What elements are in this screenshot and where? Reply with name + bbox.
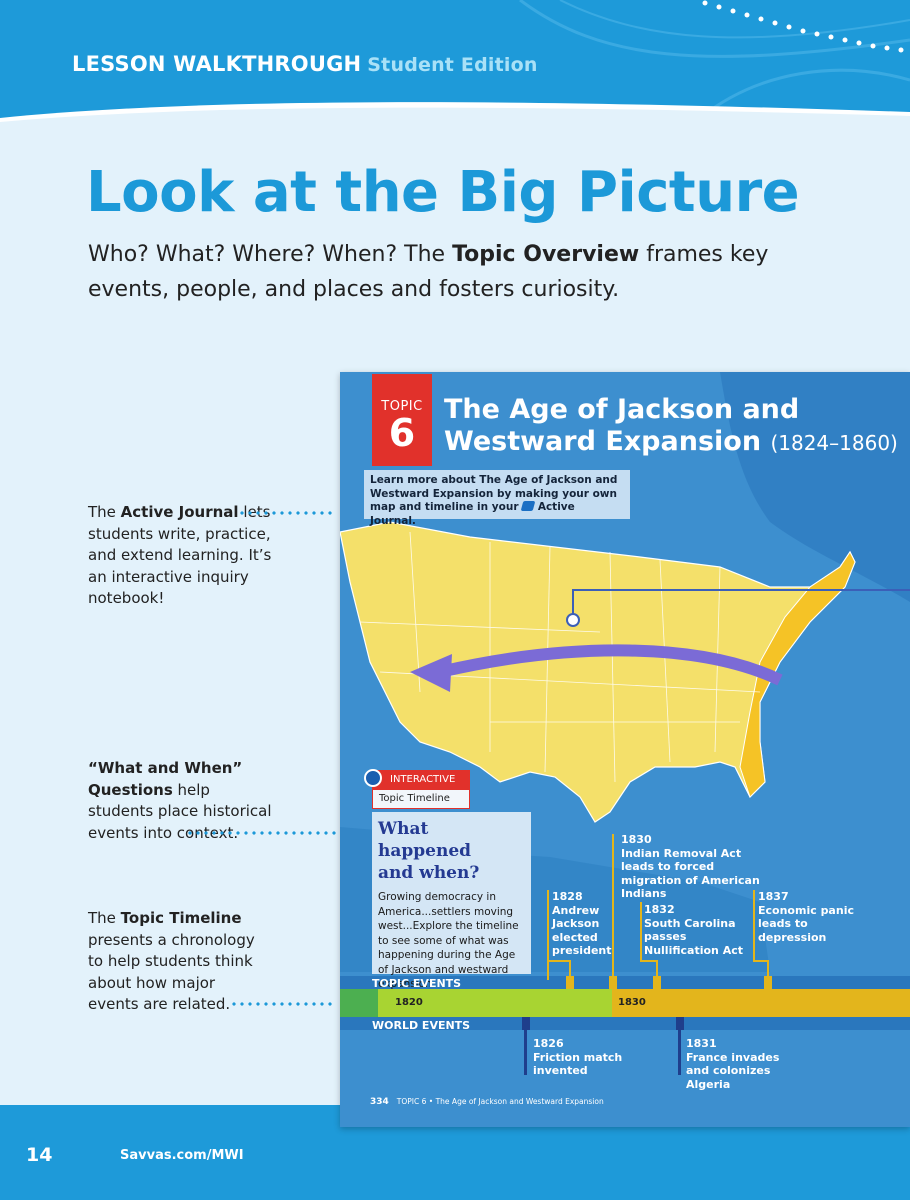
callout-text: presents a chronology to help students t… [88,930,255,1014]
world-events-label: WORLD EVENTS [372,1019,471,1032]
what-when-box: What happened and when? Growing democrac… [372,812,531,990]
year-label: 1830 [618,997,646,1008]
callout-topic-timeline: The Topic Timeline presents a chronology… [88,908,268,1016]
book-title-line1: The Age of Jackson and [444,394,800,425]
world-event: 1826 Friction match invented [533,1037,623,1078]
what-heading-line2: and when? [378,863,480,883]
textbook-footer-text: TOPIC 6 • The Age of Jackson and Westwar… [396,1097,604,1106]
header-band [0,0,910,118]
lesson-walkthrough-label: LESSON WALKTHROUGH [72,52,362,76]
what-when-heading: What happened and when? [378,818,525,884]
event-year: 1831 [686,1037,717,1050]
leader-dots [238,511,332,515]
event-year: 1832 [644,903,675,916]
topic-events-label: TOPIC EVENTS [372,977,462,990]
event-year: 1828 [552,890,583,903]
intro-text-end: frames key events, people, and places an… [88,242,769,302]
learn-more-text: Learn more about The Age of Jackson and … [370,474,618,513]
student-edition-label: Student Edition [367,54,538,76]
callout-bold: Active Journal [120,503,239,521]
event-text: Economic panic leads to depression [758,903,854,944]
site-link[interactable]: Savvas.com/MWI [120,1148,244,1163]
event-text: France invades and colonizes Algeria [686,1050,780,1091]
topic-number: 6 [388,411,416,455]
callout-bold: Topic Timeline [120,909,242,927]
interactive-tag[interactable]: INTERACTIVE [372,770,470,789]
page-title: Look at the Big Picture [86,160,800,225]
year-label: 1820 [395,997,423,1008]
callout-text: The [88,503,121,521]
learn-more-box: Learn more about The Age of Jackson and … [364,470,630,527]
book-title-dates: (1824–1860) [770,431,898,455]
leader-dots [230,1002,332,1006]
callout-active-journal: The Active Journal lets students write, … [88,502,288,610]
hand-pointer-icon [364,769,382,787]
topic-event: 1837 Economic panic leads to depression [758,890,854,944]
callout-text: help students place historical events in… [88,780,272,842]
world-event: 1831 France invades and colonizes Algeri… [686,1037,806,1091]
journal-icon [520,501,536,511]
leader-dots [186,831,372,835]
callout-text: The [88,909,121,927]
event-text: Indian Removal Act leads to forced migra… [621,846,760,901]
book-title: The Age of Jackson and Westward Expansio… [444,394,898,459]
topic-event: 1832 South Carolina passes Nullification… [644,903,754,957]
page-number: 14 [26,1144,53,1166]
section-label: LESSON WALKTHROUGH Student Edition [72,52,538,76]
textbook-page: TOPIC 6 The Age of Jackson and Westward … [340,372,910,1127]
topic-timeline-link[interactable]: Topic Timeline [372,789,470,809]
journal-name[interactable]: Active Journal. [370,501,575,527]
callout-what-when: “What and When” Questions help students … [88,758,278,844]
what-heading-line1: What happened [378,819,472,861]
intro-bold: Topic Overview [452,242,640,267]
topic-event: 1828 Andrew Jackson elected president [552,890,612,958]
what-when-body: Growing democracy in America...settlers … [378,891,519,990]
textbook-footer: 334 TOPIC 6 • The Age of Jackson and West… [370,1097,604,1107]
intro-text: Who? What? Where? When? The [88,242,453,267]
event-text: South Carolina passes Nullification Act [644,916,743,957]
intro-paragraph: Who? What? Where? When? The Topic Overvi… [88,237,808,307]
header-curve [0,102,910,138]
event-year: 1826 [533,1037,564,1050]
event-year: 1837 [758,890,789,903]
callout-bold: “What and When” Questions [88,759,243,799]
topic-badge: TOPIC 6 [372,374,432,466]
decorative-swirl [519,0,910,118]
topic-word: TOPIC [381,399,423,414]
event-text: Andrew Jackson elected president [552,903,612,958]
event-text: Friction match invented [533,1050,623,1078]
textbook-page-number: 334 [370,1097,389,1107]
event-year: 1830 [621,833,652,846]
book-title-line2: Westward Expansion [444,426,762,457]
topic-event: 1830 Indian Removal Act leads to forced … [621,833,771,901]
callout-text: lets students write, practice, and exten… [88,503,272,607]
